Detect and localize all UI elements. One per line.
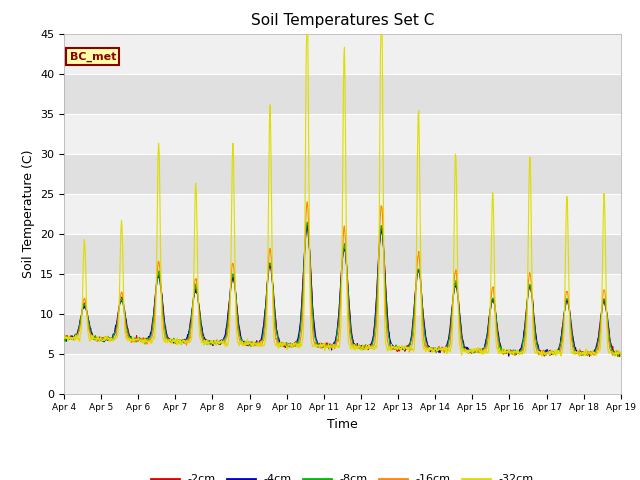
Y-axis label: Soil Temperature (C): Soil Temperature (C)	[22, 149, 35, 278]
Text: BC_met: BC_met	[70, 51, 116, 62]
Legend: -2cm, -4cm, -8cm, -16cm, -32cm: -2cm, -4cm, -8cm, -16cm, -32cm	[147, 470, 538, 480]
Bar	[64, 193, 621, 234]
X-axis label: Time: Time	[327, 418, 358, 431]
Bar	[64, 154, 621, 193]
Title: Soil Temperatures Set C: Soil Temperatures Set C	[251, 13, 434, 28]
Bar	[64, 34, 621, 73]
Bar	[64, 354, 621, 394]
Bar	[64, 73, 621, 114]
Bar	[64, 274, 621, 313]
Bar	[64, 114, 621, 154]
Bar	[64, 313, 621, 354]
Bar	[64, 234, 621, 274]
